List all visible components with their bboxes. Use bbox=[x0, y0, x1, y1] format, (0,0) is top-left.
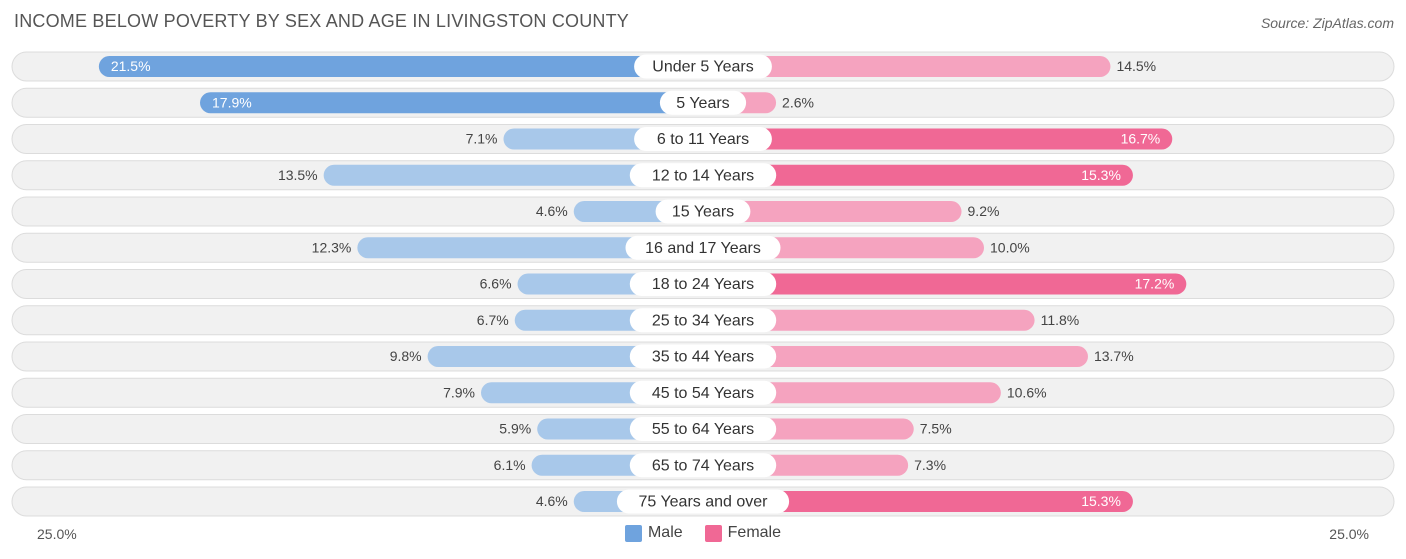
male-value-label: 13.5% bbox=[278, 167, 318, 183]
female-value-label: 2.6% bbox=[782, 94, 814, 110]
category-label: 6 to 11 Years bbox=[657, 131, 749, 148]
category-label: 12 to 14 Years bbox=[652, 167, 754, 184]
female-bar bbox=[703, 382, 1001, 404]
legend: Male Female bbox=[0, 524, 1406, 542]
category-label: 18 to 24 Years bbox=[652, 276, 754, 293]
category-label: 65 to 74 Years bbox=[652, 457, 754, 474]
category-label-pill bbox=[659, 90, 747, 115]
male-value-label: 6.1% bbox=[494, 457, 526, 473]
category-label-pill bbox=[629, 272, 777, 296]
female-bar bbox=[703, 273, 1187, 295]
category-label: 45 to 54 Years bbox=[652, 385, 754, 402]
female-bar bbox=[703, 128, 1173, 150]
female-value-label: 7.3% bbox=[914, 457, 946, 473]
category-label: 15 Years bbox=[672, 204, 734, 221]
male-value-label: 9.8% bbox=[390, 348, 422, 364]
male-bar bbox=[357, 237, 703, 259]
male-value-label: 7.1% bbox=[466, 131, 498, 147]
category-label-pill bbox=[629, 163, 777, 188]
female-value-label: 17.2% bbox=[1135, 276, 1175, 292]
female-value-label: 15.3% bbox=[1081, 167, 1121, 183]
legend-item-male: Male bbox=[624, 524, 683, 542]
male-bar bbox=[200, 92, 703, 114]
category-label: 75 Years and over bbox=[639, 494, 769, 511]
female-value-label: 14.5% bbox=[1116, 58, 1156, 74]
male-value-label: 6.7% bbox=[477, 312, 509, 328]
male-bar bbox=[323, 164, 703, 186]
legend-swatch-female bbox=[704, 524, 722, 542]
source-credit: Source: ZipAtlas.com bbox=[1260, 15, 1394, 31]
male-value-label: 7.9% bbox=[443, 384, 475, 400]
axis-min-label: 25.0% bbox=[37, 526, 77, 542]
category-label: 5 Years bbox=[676, 95, 729, 112]
female-value-label: 11.8% bbox=[1041, 312, 1080, 328]
category-label-pill bbox=[629, 417, 777, 441]
female-bar bbox=[703, 201, 962, 222]
male-value-label: 12.3% bbox=[312, 239, 352, 255]
female-bar bbox=[703, 346, 1088, 367]
legend-label-male: Male bbox=[647, 524, 683, 541]
category-label: 55 to 64 Years bbox=[652, 421, 754, 438]
male-value-label: 21.5% bbox=[111, 58, 151, 74]
category-label-pill bbox=[629, 453, 777, 478]
category-label: 25 to 34 Years bbox=[652, 312, 754, 329]
category-label-pill bbox=[616, 489, 790, 514]
female-value-label: 16.7% bbox=[1121, 131, 1161, 147]
male-value-label: 17.9% bbox=[212, 94, 252, 110]
female-value-label: 9.2% bbox=[968, 203, 1000, 219]
axis-max-label: 25.0% bbox=[1329, 526, 1369, 542]
male-value-label: 4.6% bbox=[536, 203, 568, 219]
male-bar bbox=[98, 56, 704, 77]
male-value-label: 5.9% bbox=[499, 421, 531, 437]
female-value-label: 7.5% bbox=[920, 421, 952, 437]
category-label: 35 to 44 Years bbox=[652, 349, 754, 366]
legend-swatch-male bbox=[624, 524, 642, 542]
category-label-pill bbox=[629, 380, 777, 405]
legend-item-female: Female bbox=[704, 524, 782, 542]
category-label: 16 and 17 Years bbox=[645, 240, 761, 257]
female-bar bbox=[703, 309, 1035, 331]
category-label-pill bbox=[629, 308, 777, 333]
chart-title: INCOME BELOW POVERTY BY SEX AND AGE IN L… bbox=[14, 11, 630, 31]
male-value-label: 4.6% bbox=[536, 493, 568, 509]
female-bar bbox=[703, 56, 1111, 77]
category-label-pill bbox=[629, 344, 777, 369]
legend-label-female: Female bbox=[727, 524, 782, 541]
category-label-pill bbox=[625, 235, 781, 260]
category-label: Under 5 Years bbox=[652, 59, 753, 76]
female-bar bbox=[703, 491, 1133, 512]
female-value-label: 10.6% bbox=[1007, 384, 1047, 400]
category-label-pill bbox=[655, 199, 751, 224]
diverging-bar-chart: 21.5% 14.5% Under 5 Years 17.9% 2.6% 5 Years 7… bbox=[11, 51, 1395, 517]
female-value-label: 15.3% bbox=[1081, 493, 1121, 509]
female-value-label: 13.7% bbox=[1094, 348, 1134, 364]
category-label-pill bbox=[634, 127, 772, 151]
female-value-label: 10.0% bbox=[990, 239, 1030, 255]
female-bar bbox=[703, 164, 1133, 186]
male-value-label: 6.6% bbox=[480, 276, 512, 292]
category-label-pill bbox=[634, 54, 772, 79]
